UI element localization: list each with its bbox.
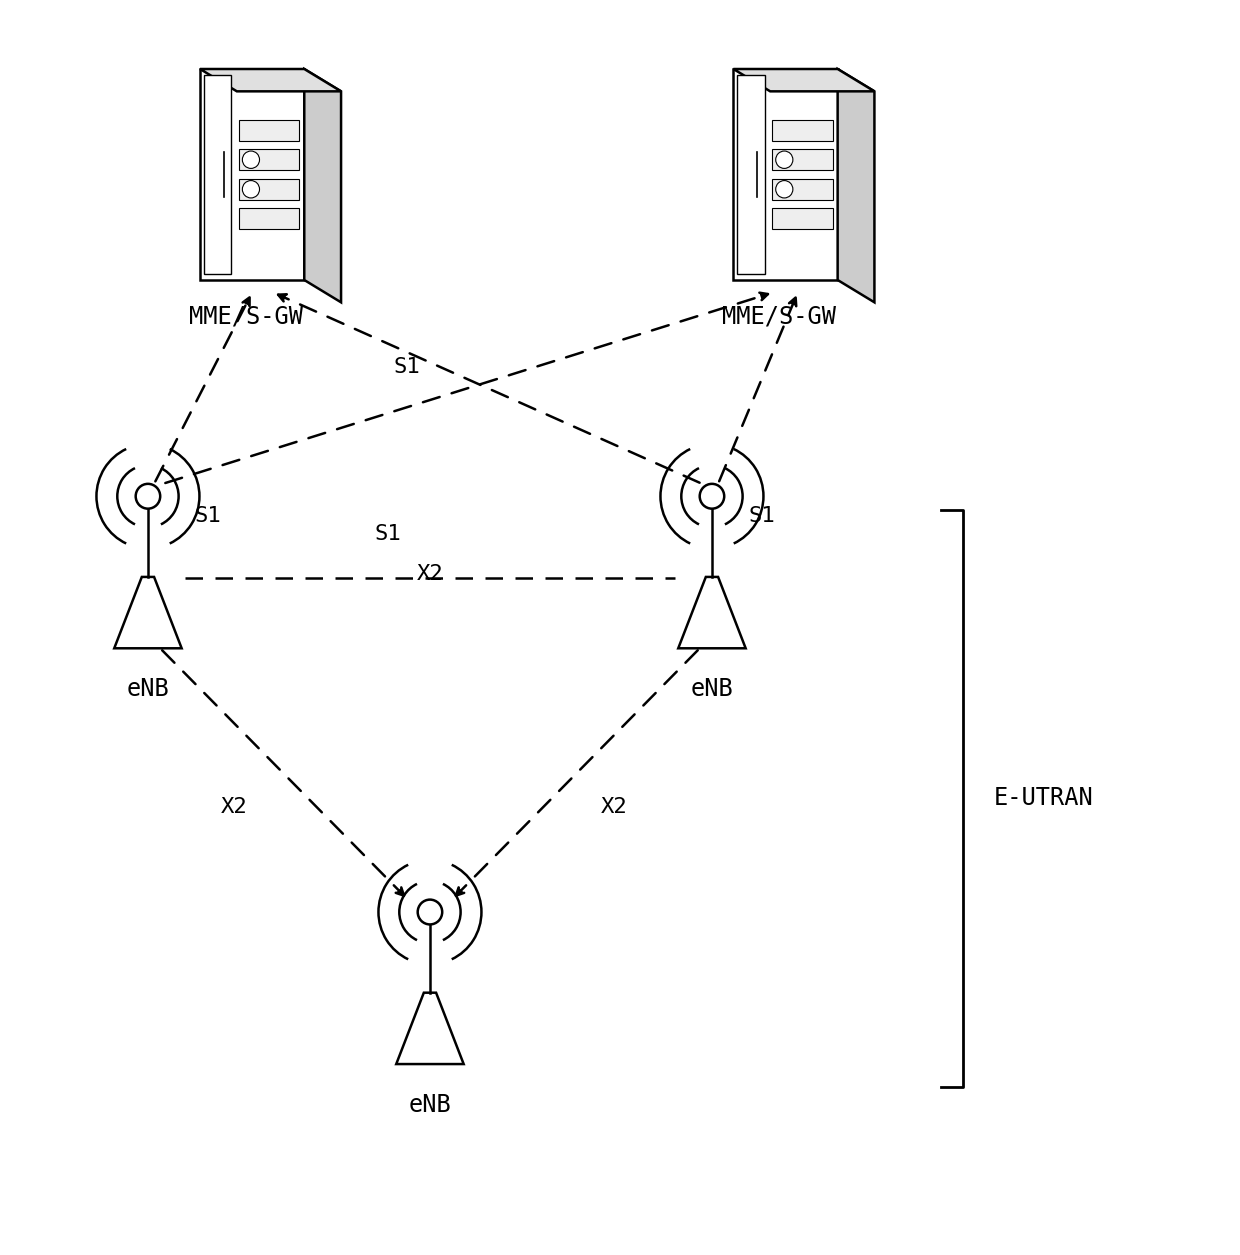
Polygon shape bbox=[200, 69, 304, 280]
Polygon shape bbox=[238, 178, 299, 200]
Polygon shape bbox=[304, 69, 341, 302]
Polygon shape bbox=[203, 75, 232, 274]
Text: S1: S1 bbox=[393, 356, 420, 376]
Polygon shape bbox=[838, 69, 874, 302]
Polygon shape bbox=[773, 119, 833, 141]
Text: S1: S1 bbox=[749, 506, 775, 526]
Circle shape bbox=[776, 151, 792, 168]
Text: eNB: eNB bbox=[408, 1093, 451, 1117]
Circle shape bbox=[242, 181, 259, 198]
Polygon shape bbox=[238, 119, 299, 141]
Polygon shape bbox=[773, 178, 833, 200]
Circle shape bbox=[418, 900, 443, 925]
Text: X2: X2 bbox=[417, 563, 444, 584]
Text: eNB: eNB bbox=[691, 678, 733, 702]
Text: MME/S-GW: MME/S-GW bbox=[188, 305, 303, 329]
Circle shape bbox=[699, 484, 724, 508]
Text: MME/S-GW: MME/S-GW bbox=[723, 305, 837, 329]
Polygon shape bbox=[114, 577, 182, 649]
Polygon shape bbox=[733, 69, 838, 280]
Polygon shape bbox=[678, 577, 745, 649]
Polygon shape bbox=[200, 69, 341, 92]
Polygon shape bbox=[773, 208, 833, 230]
Text: S1: S1 bbox=[374, 525, 402, 545]
Text: X2: X2 bbox=[221, 797, 247, 817]
Text: eNB: eNB bbox=[126, 678, 170, 702]
Circle shape bbox=[135, 484, 160, 508]
Polygon shape bbox=[238, 149, 299, 171]
Circle shape bbox=[776, 181, 792, 198]
Text: X2: X2 bbox=[600, 797, 627, 817]
Polygon shape bbox=[733, 69, 874, 92]
Circle shape bbox=[242, 151, 259, 168]
Text: E-UTRAN: E-UTRAN bbox=[994, 786, 1094, 811]
Polygon shape bbox=[397, 993, 464, 1064]
Polygon shape bbox=[773, 149, 833, 171]
Polygon shape bbox=[737, 75, 765, 274]
Polygon shape bbox=[238, 208, 299, 230]
Text: S1: S1 bbox=[195, 506, 221, 526]
